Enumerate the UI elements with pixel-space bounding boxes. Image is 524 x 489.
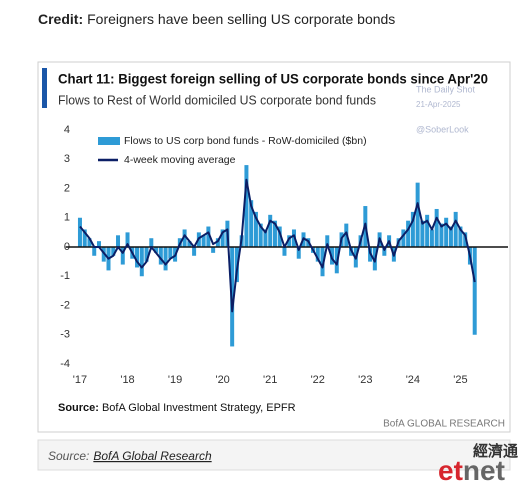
bar — [158, 247, 163, 265]
chart-title: Chart 11: Biggest foreign selling of US … — [58, 71, 488, 87]
x-tick-label: '24 — [406, 374, 420, 386]
plot: -4-3-2-101234'17'18'19'20'21'22'23'24'25… — [60, 124, 508, 386]
watermark: 21-Apr-2025 — [416, 100, 461, 109]
bar — [135, 247, 140, 268]
bar — [82, 229, 87, 247]
bar — [244, 165, 249, 247]
bar — [139, 247, 144, 277]
bar — [87, 238, 92, 247]
chart-source: Source: BofA Global Investment Strategy, … — [58, 402, 296, 414]
credit-text: Foreigners have been selling US corporat… — [87, 11, 395, 27]
x-tick-label: '18 — [120, 374, 134, 386]
bar — [120, 247, 125, 265]
y-tick-label: 2 — [64, 182, 70, 194]
bar — [415, 182, 420, 247]
x-tick-label: '21 — [263, 374, 277, 386]
bar — [444, 217, 449, 247]
credit-label: Credit: — [38, 11, 83, 27]
bar — [92, 247, 97, 256]
bar — [272, 220, 277, 247]
bar — [201, 235, 206, 247]
bar — [125, 232, 130, 247]
bar — [382, 247, 387, 256]
bar — [420, 220, 425, 247]
source-link[interactable]: BofA Global Research — [93, 449, 212, 463]
bar — [249, 200, 254, 247]
x-tick-label: '25 — [453, 374, 467, 386]
logo-net: net — [463, 455, 505, 486]
bar — [406, 220, 411, 247]
watermark: The Daily Shot — [416, 84, 476, 94]
bar — [187, 241, 192, 247]
source-label: Source: — [58, 402, 99, 414]
bar — [116, 235, 121, 247]
bar — [320, 247, 325, 277]
bar — [296, 247, 301, 259]
source-box-text: Source: BofA Global Research — [48, 449, 212, 463]
bar — [472, 247, 477, 335]
bar — [182, 229, 187, 247]
x-tick-label: '17 — [73, 374, 87, 386]
bar — [211, 247, 216, 253]
bar — [215, 238, 220, 247]
legend-label: 4-week moving average — [124, 154, 236, 166]
bar — [439, 223, 444, 247]
legend-label: Flows to US corp bond funds - RoW-domici… — [124, 135, 367, 147]
bar — [96, 241, 101, 247]
bar — [277, 226, 282, 247]
logo-et: et — [438, 455, 463, 486]
bar — [453, 211, 458, 247]
bar — [253, 211, 258, 247]
x-tick-label: '22 — [311, 374, 325, 386]
bar — [282, 247, 287, 256]
bar — [154, 247, 159, 253]
source-text: BofA Global Investment Strategy, EPFR — [102, 402, 296, 414]
bar — [258, 223, 263, 247]
source-box — [37, 439, 511, 471]
bar — [163, 247, 168, 271]
bar — [206, 226, 211, 247]
bar — [168, 247, 173, 259]
title-accent — [42, 68, 47, 108]
bar — [448, 226, 453, 247]
y-tick-label: -4 — [60, 358, 70, 370]
watermark: @SoberLook — [416, 124, 469, 134]
x-tick-label: '23 — [358, 374, 372, 386]
bar — [111, 247, 116, 256]
bar — [410, 211, 415, 247]
bar — [315, 247, 320, 262]
bar — [325, 235, 330, 247]
logo-chinese: 經濟通 — [473, 442, 518, 460]
source-box-label: Source: — [48, 449, 89, 463]
credit: Credit: Foreigners have been selling US c… — [38, 11, 395, 27]
logo-latin: etnet — [438, 455, 505, 486]
bar — [434, 208, 439, 247]
chart-subtitle: Flows to Rest of World domiciled US corp… — [58, 92, 376, 107]
bar — [144, 247, 149, 262]
bar — [425, 214, 430, 247]
y-tick-label: -1 — [60, 270, 70, 282]
y-tick-label: 1 — [64, 212, 70, 224]
y-tick-label: 4 — [64, 124, 70, 136]
line — [79, 178, 476, 313]
brand: BofA GLOBAL RESEARCH — [383, 419, 505, 430]
bar — [287, 235, 292, 247]
legend-swatch — [98, 137, 120, 145]
x-tick-label: '19 — [168, 374, 182, 386]
bar — [458, 226, 463, 247]
y-tick-label: -3 — [60, 329, 70, 341]
bar — [263, 229, 268, 247]
bar — [220, 229, 225, 247]
bar — [149, 238, 154, 247]
x-tick-label: '20 — [215, 374, 229, 386]
y-tick-label: 3 — [64, 153, 70, 165]
bar — [77, 217, 82, 247]
bar — [268, 214, 273, 247]
bar — [401, 229, 406, 247]
bar — [429, 229, 434, 247]
bar — [192, 247, 197, 256]
y-tick-label: -2 — [60, 299, 70, 311]
